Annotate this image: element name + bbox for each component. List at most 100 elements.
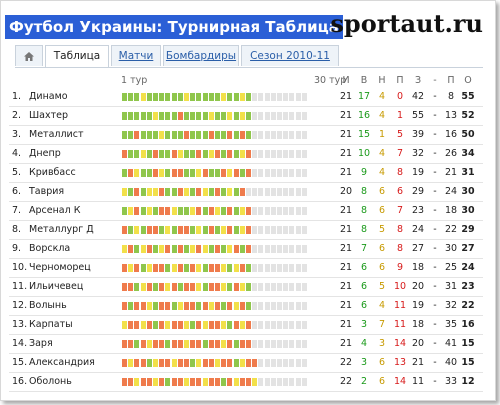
round-result-square — [208, 169, 214, 177]
stat-gf: 18 — [411, 319, 425, 330]
team-name[interactable]: Металлург Д — [29, 224, 94, 235]
table-row[interactable]: 15. Александрия 22 3 6 13 21-40 15 — [9, 353, 483, 373]
rank: 2. — [12, 110, 22, 121]
round-result-square — [140, 169, 146, 177]
team-name[interactable]: Динамо — [29, 91, 68, 102]
round-result-square — [233, 378, 239, 386]
round-result-square — [246, 131, 251, 139]
table-row[interactable]: 3. Металлист 21 15 1 5 39-16 50 — [9, 125, 483, 145]
team-name[interactable]: Оболонь — [29, 376, 72, 387]
round-result-square — [295, 131, 301, 139]
team-name[interactable]: Днепр — [29, 148, 61, 159]
stat-played: 21 — [339, 110, 353, 121]
round-result-square — [153, 93, 158, 101]
round-result-square — [190, 226, 196, 234]
round-result-square — [270, 150, 276, 158]
round-result-square — [134, 264, 140, 272]
round-result-square — [208, 302, 214, 310]
stat-w: 2 — [360, 376, 368, 387]
round-result-square — [233, 264, 239, 272]
round-result-square — [215, 321, 220, 329]
table-row[interactable]: 12. Волынь 21 6 4 11 19-32 22 — [9, 296, 483, 316]
round-result-square — [140, 340, 146, 348]
round-result-square — [134, 340, 140, 348]
round-result-square — [159, 150, 165, 158]
round-result-square — [146, 283, 152, 291]
stat-pts: 50 — [461, 129, 475, 140]
team-name[interactable]: Ильичевец — [29, 281, 84, 292]
round-result-square — [177, 321, 183, 329]
stat-l: 0 — [396, 91, 404, 102]
team-name[interactable]: Кривбасс — [29, 167, 76, 178]
team-name[interactable]: Металлист — [29, 129, 84, 140]
tab-scorers[interactable]: Бомбардиры — [163, 45, 239, 66]
round-result-square — [258, 188, 264, 196]
round-result-square — [165, 131, 171, 139]
round-result-square — [208, 321, 214, 329]
tab-home[interactable] — [15, 45, 43, 66]
table-row[interactable]: 16. Оболонь 22 2 6 14 11-33 12 — [9, 372, 483, 392]
table-row[interactable]: 1. Динамо 21 17 4 0 42-8 55 — [9, 87, 483, 107]
round-result-square — [140, 283, 146, 291]
round-result-square — [171, 93, 177, 101]
round-result-square — [252, 378, 258, 386]
round-result-square — [289, 264, 295, 272]
stat-dash: - — [433, 357, 437, 368]
team-name[interactable]: Александрия — [29, 357, 95, 368]
stat-gf: 20 — [411, 281, 425, 292]
team-name[interactable]: Заря — [29, 338, 53, 349]
round-result-square — [122, 226, 127, 234]
round-result-square — [177, 150, 183, 158]
tab-matches[interactable]: Матчи — [111, 45, 161, 66]
round-result-square — [128, 131, 134, 139]
team-name[interactable]: Карпаты — [29, 319, 73, 330]
home-icon — [24, 51, 34, 61]
team-name[interactable]: Таврия — [29, 186, 65, 197]
table-row[interactable]: 2. Шахтер 21 16 4 1 55-13 52 — [9, 106, 483, 126]
round-result-square — [128, 359, 134, 367]
table-row[interactable]: 14. Заря 21 4 3 14 20-41 15 — [9, 334, 483, 354]
round-result-square — [277, 207, 282, 215]
stat-w: 8 — [360, 186, 368, 197]
round-result-square — [190, 131, 196, 139]
column-header: О — [464, 75, 472, 86]
round-result-square — [146, 169, 152, 177]
stat-pts: 30 — [461, 205, 475, 216]
round-result-square — [264, 359, 270, 367]
round-result-square — [227, 188, 233, 196]
table-row[interactable]: 10. Черноморец 21 6 6 9 18-25 24 — [9, 258, 483, 278]
team-name[interactable]: Ворскла — [29, 243, 71, 254]
round-result-square — [202, 321, 208, 329]
tab-season[interactable]: Сезон 2010-11 — [241, 45, 339, 66]
team-name[interactable]: Волынь — [29, 300, 67, 311]
stat-d: 6 — [378, 243, 386, 254]
table-row[interactable]: 11. Ильичевец 21 6 5 10 20-31 23 — [9, 277, 483, 297]
round-result-square — [184, 359, 189, 367]
team-name[interactable]: Черноморец — [29, 262, 91, 273]
round-result-square — [184, 93, 189, 101]
round-result-square — [277, 378, 282, 386]
table-row[interactable]: 8. Металлург Д 21 8 5 8 24-22 29 — [9, 220, 483, 240]
round-result-square — [122, 321, 127, 329]
round-result-square — [190, 264, 196, 272]
team-name[interactable]: Шахтер — [29, 110, 69, 121]
stat-dash: - — [433, 224, 437, 235]
round-result-square — [295, 169, 301, 177]
round-result-square — [196, 321, 202, 329]
table-row[interactable]: 5. Кривбасс 21 9 4 8 19-21 31 — [9, 163, 483, 183]
table-row[interactable]: 6. Таврия 20 8 6 6 29-24 30 — [9, 182, 483, 202]
table-row[interactable]: 4. Днепр 21 10 4 7 32-26 34 — [9, 144, 483, 164]
stat-played: 22 — [339, 376, 353, 387]
table-row[interactable]: 9. Ворскла 21 7 6 8 27-30 27 — [9, 239, 483, 259]
round-result-square — [134, 378, 140, 386]
round-result-square — [140, 188, 146, 196]
table-row[interactable]: 13. Карпаты 21 3 7 11 18-35 16 — [9, 315, 483, 335]
tab-table[interactable]: Таблица — [45, 45, 109, 67]
stat-ga: 25 — [444, 262, 458, 273]
team-name[interactable]: Арсенал К — [29, 205, 81, 216]
round-result-square — [128, 302, 134, 310]
rank: 10. — [12, 262, 28, 273]
table-row[interactable]: 7. Арсенал К 21 8 6 7 23-18 30 — [9, 201, 483, 221]
round-result-square — [165, 321, 171, 329]
round-result-square — [289, 378, 295, 386]
